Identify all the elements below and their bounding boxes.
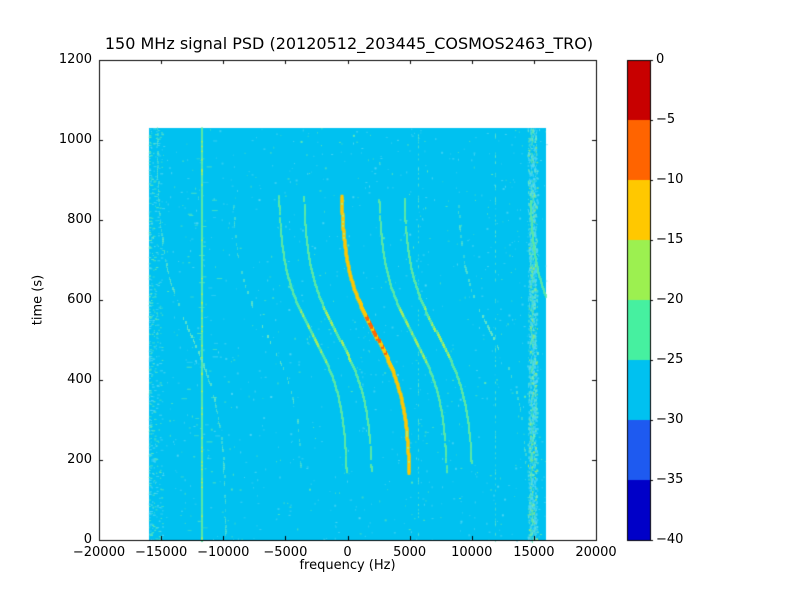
y-tick-label: 600 <box>67 292 92 307</box>
x-tick-label: −15000 <box>135 545 188 560</box>
colorbar-tick-label: −35 <box>656 472 684 487</box>
x-tick-label: −5000 <box>263 545 308 560</box>
y-tick-label: 1000 <box>58 132 92 147</box>
colorbar-tick-label: −25 <box>656 352 684 367</box>
colorbar-tick-label: −10 <box>656 172 684 187</box>
plot-title: 150 MHz signal PSD (20120512_203445_COSM… <box>104 34 594 53</box>
y-tick-label: 200 <box>67 452 92 467</box>
x-tick-label: 0 <box>343 545 352 560</box>
colorbar-tick-label: −40 <box>656 532 684 547</box>
y-tick-label: 400 <box>67 372 92 387</box>
colorbar-tick-label: −15 <box>656 232 684 247</box>
y-tick-label: 800 <box>67 212 92 227</box>
y-tick-label: 0 <box>83 532 92 547</box>
x-tick-label: 15000 <box>513 545 555 560</box>
colorbar-tick-label: 0 <box>656 52 665 67</box>
x-tick-label: 20000 <box>575 545 617 560</box>
x-axis-label: frequency (Hz) <box>299 558 396 573</box>
y-tick-label: 1200 <box>58 52 92 67</box>
colorbar-tick-label: −20 <box>656 292 684 307</box>
x-tick-label: −20000 <box>72 545 126 560</box>
colorbar-tick-label: −30 <box>656 412 684 427</box>
colorbar-tick-label: −5 <box>656 112 676 127</box>
x-tick-label: 10000 <box>451 545 493 560</box>
x-tick-label: 5000 <box>393 545 427 560</box>
x-tick-label: −10000 <box>197 545 250 560</box>
